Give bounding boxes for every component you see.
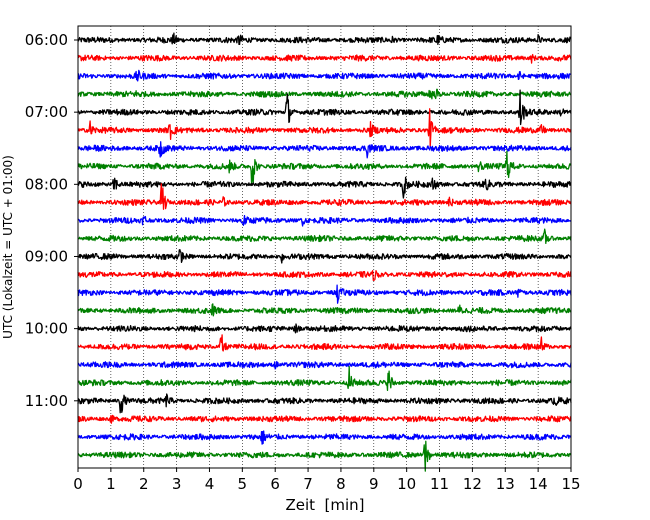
trace-1015 <box>77 334 572 352</box>
trace-0745 <box>77 150 572 186</box>
trace-0800 <box>77 176 572 199</box>
trace-0945 <box>77 303 572 317</box>
trace-0815 <box>77 183 572 210</box>
plot-frame <box>77 25 572 469</box>
trace-0645 <box>77 88 572 100</box>
trace-0930 <box>77 284 572 304</box>
x-tick-label: 6 <box>270 475 280 493</box>
x-tick-label: 10 <box>397 475 416 493</box>
trace-0845 <box>77 228 572 245</box>
x-tick-label: 1 <box>106 475 116 493</box>
y-tick-label: 11:00 <box>25 392 68 410</box>
x-tick-label: 9 <box>369 475 379 493</box>
x-tick-label: 4 <box>205 475 215 493</box>
trace-0830 <box>77 214 572 227</box>
y-tick-label: 06:00 <box>25 31 68 49</box>
trace-0615 <box>77 53 572 64</box>
x-tick-label: 13 <box>496 475 515 493</box>
y-tick-label: 10:00 <box>25 320 68 338</box>
y-tick-label: 09:00 <box>25 247 68 265</box>
trace-0730 <box>77 141 572 159</box>
trace-1100 <box>77 393 572 414</box>
trace-0715 <box>77 108 572 148</box>
y-tick-label: 08:00 <box>25 175 68 193</box>
trace-0915 <box>77 270 572 282</box>
x-tick-label: 15 <box>561 475 580 493</box>
trace-0600 <box>77 32 572 46</box>
x-tick-label: 5 <box>238 475 248 493</box>
trace-0630 <box>77 69 572 82</box>
trace-1045 <box>77 365 572 391</box>
x-tick-label: 7 <box>303 475 313 493</box>
trace-1000 <box>77 323 572 334</box>
y-axis-ticks: 06:00 07:00 08:00 09:00 10:00 11:00 <box>25 31 78 410</box>
trace-1030 <box>77 360 572 370</box>
x-axis-ticks: 0 1 2 3 4 5 6 7 8 9 10 11 12 13 14 15 <box>73 468 581 493</box>
trace-1130 <box>77 430 572 445</box>
x-axis-label: Zeit [min] <box>285 496 364 514</box>
trace-1145 <box>77 440 572 472</box>
trace-0700 <box>77 89 572 126</box>
x-tick-label: 12 <box>463 475 482 493</box>
y-tick-label: 07:00 <box>25 103 68 121</box>
x-tick-label: 2 <box>139 475 149 493</box>
y-axis-label: UTC (Lokalzeit = UTC + 01:00) <box>1 155 15 339</box>
x-tick-label: 0 <box>73 475 83 493</box>
x-tick-label: 8 <box>336 475 346 493</box>
seismic-traces <box>77 32 572 472</box>
x-tick-label: 14 <box>529 475 548 493</box>
trace-0900 <box>77 249 572 264</box>
x-tick-label: 11 <box>430 475 449 493</box>
trace-1115 <box>77 414 572 424</box>
x-tick-label: 3 <box>172 475 182 493</box>
